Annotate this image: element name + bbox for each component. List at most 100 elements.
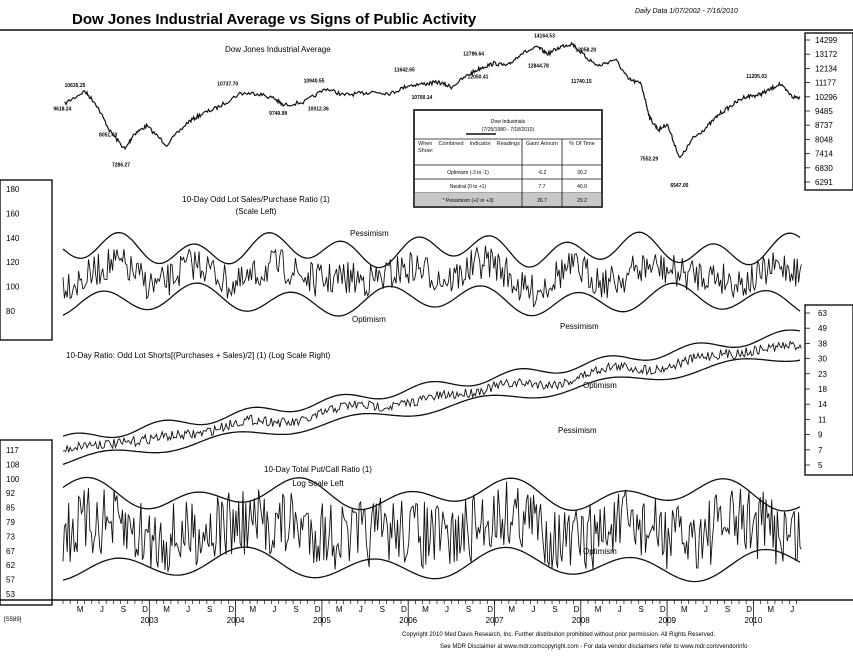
putcall-tick-label: 57	[6, 576, 15, 585]
djia-data-label: 12050.41	[468, 75, 489, 81]
djia-y-axis: 14299 13172 12134 11177 10296 9485 8737 8048 741…	[805, 36, 838, 187]
putcall-tick-label: 108	[6, 460, 20, 469]
putcall-tick-label: 85	[6, 504, 15, 513]
x-month-label: J	[704, 605, 708, 614]
stats-table-period: (7/25/1980 - 7/18/2010)	[482, 127, 535, 133]
djia-tick-label: 7414	[815, 150, 833, 159]
x-month-label: J	[531, 605, 535, 614]
djia-data-label: 14164.53	[534, 34, 555, 40]
stats-table: Dow Industrials (7/25/1980 - 7/18/2010) …	[413, 109, 603, 208]
putcall-tick-label: 53	[6, 590, 15, 599]
shorts-tick-label: 11	[818, 415, 827, 424]
djia-data-label: 9618.24	[53, 107, 71, 113]
x-month-label: D	[660, 605, 666, 614]
stats-row-optimism-gain: -6.2	[538, 170, 547, 176]
oddlot-pessimism-label: Pessimism	[350, 229, 389, 238]
shorts-y-axis: 63 49 38 30 23 18 14 11 9 7 5	[805, 309, 827, 470]
djia-tick-label: 8737	[815, 121, 833, 130]
x-month-label: S	[293, 605, 298, 614]
oddlot-axis-box	[0, 179, 53, 341]
shorts-tick-label: 18	[818, 385, 827, 394]
shorts-axis-box	[804, 304, 853, 476]
x-month-label: D	[487, 605, 493, 614]
djia-data-label: 10700.14	[411, 95, 432, 101]
stats-header-readings: When Combined Indicator Readings Show:	[418, 141, 520, 154]
djia-tick-label: 8048	[815, 135, 833, 144]
djia-data-label: 11642.65	[394, 68, 415, 74]
djia-data-label: 7286.27	[112, 163, 130, 169]
putcall-pessimism-label: Pessimism	[558, 426, 597, 435]
djia-data-label: 11205.03	[746, 74, 767, 80]
shorts-indicator-line	[62, 340, 802, 453]
stats-pessimism-shading	[414, 193, 602, 207]
djia-data-label: 10940.55	[304, 78, 325, 84]
djia-axis-box	[804, 32, 853, 191]
djia-tick-label: 6291	[815, 178, 833, 187]
x-month-label: S	[207, 605, 212, 614]
x-month-label: J	[790, 605, 794, 614]
putcall-tick-label: 62	[6, 561, 15, 570]
shorts-tick-label: 7	[818, 446, 823, 455]
oddlot-y-axis: 180 160 140 120 100 80	[6, 185, 20, 316]
shorts-optimism-label: Optimism	[583, 381, 617, 390]
putcall-panel-title: 10-Day Total Put/Call Ratio (1)	[264, 465, 372, 474]
shorts-tick-label: 9	[818, 431, 823, 440]
oddlot-tick-label: 100	[6, 283, 20, 292]
stats-row-neutral-label: Neutral (0 to +1)	[450, 184, 487, 190]
x-month-label: S	[639, 605, 644, 614]
stats-row-pessimism-pct: 29.2	[577, 198, 587, 204]
putcall-lower-band	[62, 546, 801, 583]
djia-tick-label: 10296	[815, 93, 838, 102]
x-month-label: M	[163, 605, 170, 614]
oddlot-panel-subtitle: (Scale Left)	[236, 207, 277, 216]
oddlot-tick-label: 140	[6, 234, 20, 243]
x-month-label: M	[595, 605, 602, 614]
putcall-upper-band	[62, 476, 801, 512]
copyright-note: Copyright 2010 Med Davis Research, Inc. …	[402, 632, 715, 638]
shorts-tick-label: 49	[818, 324, 827, 333]
putcall-y-axis: 117 108 100 92 85 79 73 67 62 57 53	[6, 446, 20, 599]
shorts-panel-title: 10-Day Ratio: Odd Lot Shorts[(Purchases …	[66, 351, 331, 360]
djia-tick-label: 14299	[815, 36, 838, 45]
x-month-label: J	[100, 605, 104, 614]
oddlot-panel-title: 10-Day Odd Lot Sales/Purchase Ratio (1)	[182, 195, 330, 204]
djia-line	[64, 41, 801, 159]
putcall-indicator-line	[62, 481, 802, 572]
x-month-label: M	[250, 605, 257, 614]
djia-data-label: 6547.05	[670, 183, 688, 189]
djia-data-label: 9749.99	[269, 111, 287, 117]
shorts-lower-band	[62, 358, 801, 466]
x-month-label: M	[767, 605, 774, 614]
stats-row-neutral-pct: 40.0	[577, 184, 587, 190]
djia-data-label: 10012.36	[308, 107, 329, 113]
putcall-optimism-label: Optimism	[583, 547, 617, 556]
x-month-label: D	[574, 605, 580, 614]
stats-row-optimism-label: Optimism (-3 to -1)	[447, 170, 489, 176]
putcall-tick-label: 92	[6, 489, 15, 498]
putcall-tick-label: 73	[6, 532, 15, 541]
x-month-label: M	[508, 605, 515, 614]
x-month-label: S	[552, 605, 557, 614]
x-month-label: J	[618, 605, 622, 614]
djia-data-label: 8051.48	[99, 132, 117, 138]
djia-tick-label: 12134	[815, 64, 838, 73]
x-month-label: S	[725, 605, 730, 614]
oddlot-tick-label: 180	[6, 185, 20, 194]
x-month-label: M	[77, 605, 84, 614]
shorts-tick-label: 63	[818, 309, 827, 318]
djia-data-label: 10635.25	[65, 83, 86, 89]
shorts-tick-label: 30	[818, 355, 827, 364]
djia-tick-label: 6830	[815, 164, 833, 173]
djia-data-label: 7552.29	[640, 156, 658, 162]
stats-header-gain: Gain/ Annum	[526, 141, 558, 147]
chart-title: Dow Jones Industrial Average vs Signs of…	[72, 11, 477, 28]
x-month-label: M	[681, 605, 688, 614]
stats-table-title: Dow Industrials	[491, 119, 526, 125]
x-month-label: J	[272, 605, 276, 614]
x-month-label: S	[380, 605, 385, 614]
stats-row-pessimism-label: * Pessimism (+2 or +3)	[443, 198, 494, 204]
shorts-pessimism-label: Pessimism	[560, 322, 599, 331]
x-month-label: M	[336, 605, 343, 614]
